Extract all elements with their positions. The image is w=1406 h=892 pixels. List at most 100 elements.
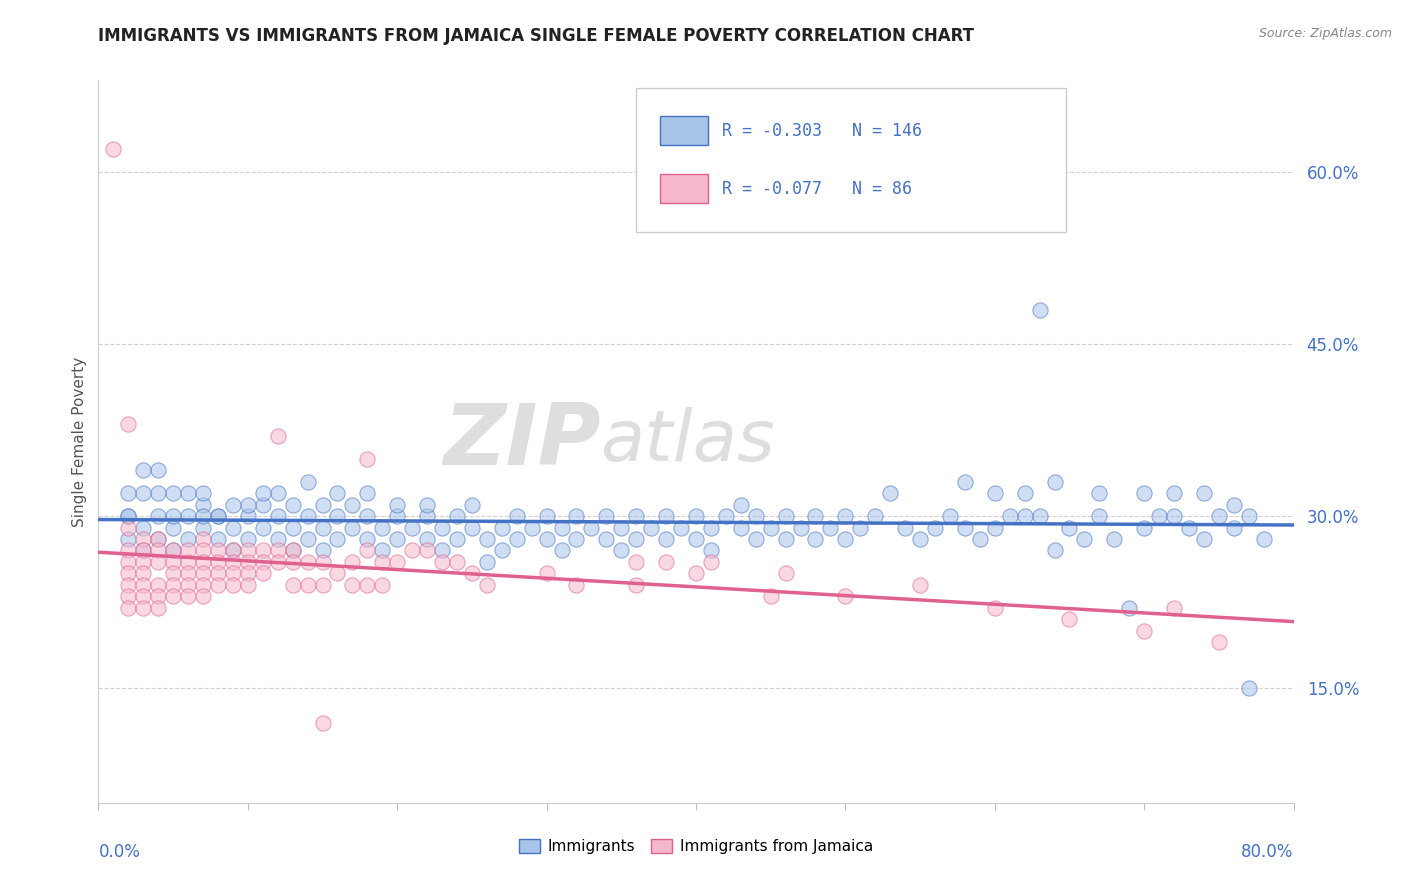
Point xyxy=(1043,475,1066,489)
Point xyxy=(191,532,214,546)
Point xyxy=(148,600,170,615)
Point xyxy=(371,543,394,558)
Point xyxy=(401,543,423,558)
Point xyxy=(669,520,692,534)
Point xyxy=(416,498,439,512)
Point xyxy=(252,498,274,512)
Point xyxy=(700,520,723,534)
Point xyxy=(162,486,184,500)
Point xyxy=(1178,520,1201,534)
Point xyxy=(789,520,811,534)
Point xyxy=(117,543,139,558)
Point xyxy=(326,532,349,546)
Point xyxy=(311,520,333,534)
Point xyxy=(297,509,319,524)
Point xyxy=(430,520,453,534)
Point xyxy=(132,543,155,558)
Point xyxy=(1088,486,1111,500)
Point xyxy=(416,532,439,546)
Point xyxy=(148,532,170,546)
Point xyxy=(1223,520,1246,534)
Point xyxy=(132,566,155,581)
Point xyxy=(236,498,259,512)
Point xyxy=(1208,635,1230,649)
Point xyxy=(207,509,229,524)
Point xyxy=(626,578,648,592)
Point xyxy=(148,486,170,500)
Point xyxy=(550,543,572,558)
Point xyxy=(565,532,588,546)
Point xyxy=(430,555,453,569)
Point xyxy=(252,566,274,581)
Point xyxy=(191,520,214,534)
Point xyxy=(117,578,139,592)
Point xyxy=(1088,509,1111,524)
Point xyxy=(117,486,139,500)
Point xyxy=(177,578,200,592)
Point xyxy=(117,520,139,534)
Point xyxy=(491,543,513,558)
Point xyxy=(117,417,139,432)
Point xyxy=(745,532,768,546)
Point xyxy=(117,590,139,604)
Point xyxy=(103,142,125,156)
Point xyxy=(385,509,409,524)
Point xyxy=(207,532,229,546)
Point xyxy=(685,509,707,524)
Point xyxy=(342,498,364,512)
Point xyxy=(610,520,633,534)
Point xyxy=(804,532,827,546)
Point xyxy=(132,486,155,500)
Point xyxy=(775,532,797,546)
Point xyxy=(1237,681,1260,695)
Point xyxy=(177,590,200,604)
Point xyxy=(297,475,319,489)
Point xyxy=(894,520,917,534)
Point xyxy=(565,578,588,592)
Point xyxy=(267,555,290,569)
Point xyxy=(148,590,170,604)
Point xyxy=(550,520,572,534)
Point xyxy=(356,509,378,524)
Point xyxy=(371,520,394,534)
Point xyxy=(1253,532,1275,546)
Point xyxy=(356,532,378,546)
Point xyxy=(446,509,468,524)
Point xyxy=(1059,520,1081,534)
Point xyxy=(191,578,214,592)
Point xyxy=(834,590,856,604)
Legend: Immigrants, Immigrants from Jamaica: Immigrants, Immigrants from Jamaica xyxy=(513,832,879,860)
Point xyxy=(834,532,856,546)
Point xyxy=(1163,509,1185,524)
Point xyxy=(236,566,259,581)
Point xyxy=(236,578,259,592)
Point xyxy=(222,543,245,558)
Point xyxy=(984,600,1007,615)
Point xyxy=(132,463,155,477)
FancyBboxPatch shape xyxy=(661,117,709,145)
Point xyxy=(626,532,648,546)
Point xyxy=(506,509,529,524)
Point xyxy=(655,509,678,524)
Point xyxy=(610,543,633,558)
Point xyxy=(640,520,662,534)
Point xyxy=(1118,600,1140,615)
Point xyxy=(222,543,245,558)
Point xyxy=(356,578,378,592)
Point xyxy=(117,555,139,569)
Point xyxy=(595,532,617,546)
Point xyxy=(207,566,229,581)
Point xyxy=(222,555,245,569)
Point xyxy=(685,532,707,546)
Point xyxy=(506,532,529,546)
Point xyxy=(461,566,484,581)
Point xyxy=(984,486,1007,500)
Point xyxy=(565,509,588,524)
Point xyxy=(1208,509,1230,524)
Point xyxy=(1133,520,1156,534)
FancyBboxPatch shape xyxy=(661,174,709,203)
Point xyxy=(969,532,991,546)
Text: R = -0.303   N = 146: R = -0.303 N = 146 xyxy=(723,122,922,140)
Point xyxy=(475,578,498,592)
Point xyxy=(775,566,797,581)
